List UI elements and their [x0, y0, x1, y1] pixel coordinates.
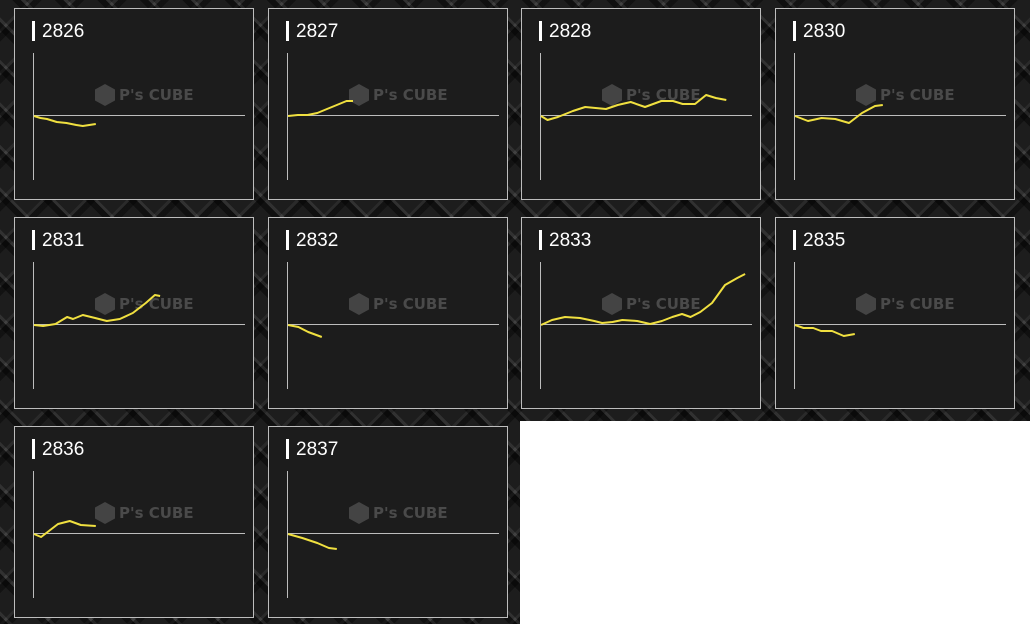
series-line — [33, 115, 96, 127]
watermark-logo: P's CUBE — [856, 293, 955, 315]
watermark-logo: P's CUBE — [95, 502, 194, 524]
watermark-text: P's CUBE — [373, 295, 448, 313]
title-marker — [539, 230, 542, 250]
chart-title: 2830 — [803, 21, 846, 42]
title-marker — [32, 21, 35, 41]
line-chart — [540, 53, 752, 180]
watermark-text: P's CUBE — [119, 86, 194, 104]
line-chart — [33, 471, 245, 598]
series-line — [287, 324, 323, 338]
series-line — [540, 273, 746, 326]
watermark-logo: P's CUBE — [602, 293, 701, 315]
watermark-text: P's CUBE — [626, 295, 701, 313]
series-line — [287, 533, 337, 550]
chart-title: 2833 — [549, 230, 592, 251]
series-line — [287, 100, 353, 117]
empty-area — [520, 421, 1030, 624]
chart-title: 2827 — [296, 21, 339, 42]
line-chart — [33, 53, 245, 180]
chart-panel[interactable]: P's CUBE 2831 — [14, 217, 254, 409]
cube-logo-icon — [95, 293, 115, 315]
chart-panel[interactable]: P's CUBE 2828 — [521, 8, 761, 200]
watermark-logo: P's CUBE — [95, 84, 194, 106]
watermark-text: P's CUBE — [373, 86, 448, 104]
chart-panel[interactable]: P's CUBE 2837 — [268, 426, 508, 618]
title-marker — [32, 439, 35, 459]
chart-title: 2835 — [803, 230, 846, 251]
title-marker — [286, 230, 289, 250]
cube-logo-icon — [856, 84, 876, 106]
series-line — [540, 94, 727, 121]
series-line — [794, 104, 883, 124]
cube-logo-icon — [349, 502, 369, 524]
title-marker — [32, 230, 35, 250]
line-chart — [33, 262, 245, 389]
chart-title: 2828 — [549, 21, 592, 42]
line-chart — [540, 262, 752, 389]
line-chart — [794, 53, 1006, 180]
watermark-text: P's CUBE — [373, 504, 448, 522]
cube-logo-icon — [349, 84, 369, 106]
cube-logo-icon — [95, 502, 115, 524]
title-marker — [286, 21, 289, 41]
chart-panel[interactable]: P's CUBE 2833 — [521, 217, 761, 409]
title-marker — [539, 21, 542, 41]
chart-panel[interactable]: P's CUBE 2835 — [775, 217, 1015, 409]
cube-logo-icon — [602, 84, 622, 106]
cube-logo-icon — [349, 293, 369, 315]
watermark-logo: P's CUBE — [349, 502, 448, 524]
chart-title: 2837 — [296, 439, 339, 460]
watermark-text: P's CUBE — [880, 86, 955, 104]
chart-title: 2832 — [296, 230, 339, 251]
watermark-logo: P's CUBE — [349, 84, 448, 106]
line-chart — [287, 262, 499, 389]
chart-panel[interactable]: P's CUBE 2826 — [14, 8, 254, 200]
title-marker — [793, 21, 796, 41]
title-marker — [286, 439, 289, 459]
cube-logo-icon — [602, 293, 622, 315]
line-chart — [794, 262, 1006, 389]
watermark-logo: P's CUBE — [602, 84, 701, 106]
chart-panel[interactable]: P's CUBE 2830 — [775, 8, 1015, 200]
watermark-logo: P's CUBE — [856, 84, 955, 106]
watermark-text: P's CUBE — [119, 504, 194, 522]
cube-logo-icon — [95, 84, 115, 106]
chart-panel[interactable]: P's CUBE 2827 — [268, 8, 508, 200]
chart-panel[interactable]: P's CUBE 2832 — [268, 217, 508, 409]
chart-panel[interactable]: P's CUBE 2836 — [14, 426, 254, 618]
series-line — [794, 324, 855, 337]
watermark-text: P's CUBE — [626, 86, 701, 104]
line-chart — [287, 471, 499, 598]
line-chart — [287, 53, 499, 180]
watermark-text: P's CUBE — [880, 295, 955, 313]
title-marker — [793, 230, 796, 250]
chart-title: 2826 — [42, 21, 85, 42]
series-line — [33, 520, 96, 538]
series-line — [33, 294, 161, 327]
watermark-logo: P's CUBE — [349, 293, 448, 315]
cube-logo-icon — [856, 293, 876, 315]
chart-title: 2831 — [42, 230, 85, 251]
chart-title: 2836 — [42, 439, 85, 460]
